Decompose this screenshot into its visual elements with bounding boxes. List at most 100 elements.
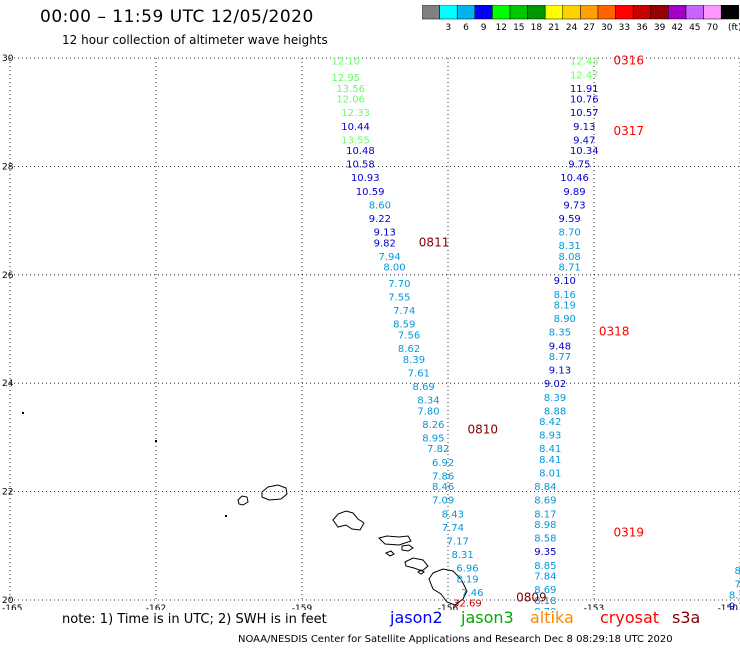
wave-height-value: 8.31 bbox=[559, 241, 581, 252]
wave-height-value: 8.88 bbox=[544, 406, 566, 417]
wave-height-value: 10.58 bbox=[346, 160, 375, 171]
legend-cryosat: cryosat bbox=[600, 608, 660, 627]
wave-height-value: 8.31 bbox=[451, 550, 473, 561]
wave-height-value: 7.09 bbox=[432, 496, 454, 507]
color-scale-label: 27 bbox=[583, 23, 594, 33]
wave-height-value: 8.70 bbox=[559, 227, 581, 238]
color-scale-label: 12 bbox=[495, 23, 506, 33]
wave-height-value: 10.48 bbox=[346, 146, 375, 157]
wave-height-value: 8.41 bbox=[539, 455, 561, 466]
wave-height-value: 8.6 bbox=[734, 566, 740, 577]
wave-height-value: 8.41 bbox=[539, 444, 561, 455]
wave-height-value: 8.62 bbox=[398, 344, 420, 355]
wave-height-value: 32.69 bbox=[453, 599, 482, 610]
y-tick-label: 20 bbox=[2, 596, 14, 606]
legend-s3a: s3a bbox=[672, 608, 701, 627]
wave-height-value: 10.34 bbox=[570, 146, 599, 157]
legend-jason2: jason2 bbox=[390, 608, 443, 627]
wave-height-value: 9.73 bbox=[563, 200, 585, 211]
y-tick-label: 30 bbox=[2, 54, 14, 64]
color-scale-label: 15 bbox=[513, 23, 524, 33]
wave-height-value: 7.74 bbox=[442, 523, 464, 534]
wave-height-map: -165 -162 -159 -156 -153 -150 20 22 24 26 28 30 12.1… bbox=[2, 54, 740, 610]
color-swatch bbox=[720, 5, 740, 20]
wave-height-value: 7.61 bbox=[408, 368, 430, 379]
wave-height-value: 9.22 bbox=[369, 214, 391, 225]
island-outline bbox=[384, 550, 395, 557]
wave-height-value: 7.17 bbox=[447, 536, 469, 547]
island-outline bbox=[428, 568, 468, 606]
wave-height-value: 9.14 bbox=[729, 601, 740, 610]
page-title: 00:00 – 11:59 UTC 12/05/2020 bbox=[40, 7, 314, 27]
wave-height-value: 9.02 bbox=[544, 379, 566, 390]
wave-height-value: 12.10 bbox=[331, 57, 360, 68]
wave-height-value: 8.98 bbox=[534, 520, 556, 531]
wave-height-value: 12.33 bbox=[341, 108, 370, 119]
wave-height-value: 8.59 bbox=[393, 320, 415, 331]
pass-time-label: 0318 bbox=[599, 325, 630, 339]
wave-height-value: 7.80 bbox=[417, 406, 439, 417]
wave-height-value: 8.00 bbox=[383, 263, 405, 274]
wave-height-value: 7.4 bbox=[734, 580, 740, 591]
color-scale-unit: (ft) bbox=[728, 23, 740, 33]
wave-height-value: 8.19 bbox=[554, 301, 576, 312]
islet bbox=[22, 412, 24, 414]
wave-height-value: 8.26 bbox=[422, 420, 444, 431]
credit-line: NOAA/NESDIS Center for Satellite Applica… bbox=[238, 634, 673, 645]
color-scale-label: 33 bbox=[619, 23, 630, 33]
wave-height-value: 9.10 bbox=[554, 276, 576, 287]
wave-height-value: 9.89 bbox=[563, 187, 585, 198]
wave-height-value: 12.06 bbox=[336, 95, 365, 106]
wave-height-value: 12.95 bbox=[331, 73, 360, 84]
color-scale-label: 45 bbox=[689, 23, 700, 33]
pass-time-label: 0811 bbox=[419, 235, 450, 249]
pass-time-label: 0316 bbox=[613, 54, 644, 68]
wave-height-value: 8.16 bbox=[554, 290, 576, 301]
wave-height-value: 8.39 bbox=[403, 355, 425, 366]
wave-height-value: 9.48 bbox=[549, 341, 571, 352]
wave-height-value: 10.44 bbox=[341, 122, 370, 133]
wave-height-value: 7.74 bbox=[393, 306, 415, 317]
wave-height-value: 12.47 bbox=[570, 70, 599, 81]
wave-height-value: 8.15 bbox=[729, 591, 740, 602]
wave-height-value: 9.13 bbox=[374, 227, 396, 238]
wave-height-value: 8.58 bbox=[534, 534, 556, 545]
wave-height-value: 9.47 bbox=[573, 135, 595, 146]
wave-height-value: 8.35 bbox=[549, 328, 571, 339]
wave-height-value: 8.69 bbox=[413, 382, 435, 393]
wave-height-value: 8.08 bbox=[559, 252, 581, 263]
x-tick-label: -159 bbox=[292, 604, 313, 610]
wave-height-value: 9.59 bbox=[559, 214, 581, 225]
wave-height-value: 7.86 bbox=[432, 471, 454, 482]
wave-height-value: 7.56 bbox=[398, 330, 420, 341]
wave-height-value: 6.96 bbox=[456, 563, 478, 574]
wave-height-value: 8.60 bbox=[369, 200, 391, 211]
wave-height-value: 10.46 bbox=[560, 173, 589, 184]
color-scale-label: 70 bbox=[707, 23, 719, 33]
wave-height-value: 7.46 bbox=[461, 588, 483, 599]
wave-height-value: 8.42 bbox=[539, 417, 561, 428]
color-scale-label: 6 bbox=[463, 23, 469, 33]
wave-height-value: 8.77 bbox=[549, 352, 571, 363]
wave-height-value: 8.17 bbox=[534, 509, 556, 520]
wave-height-value: 10.93 bbox=[351, 173, 380, 184]
islet bbox=[155, 440, 157, 442]
wave-height-value: 7.94 bbox=[378, 252, 400, 263]
island-outline bbox=[417, 569, 425, 575]
color-scale-label: 24 bbox=[566, 23, 578, 33]
wave-height-value: 8.70 bbox=[534, 607, 556, 610]
wave-height-value: 8.95 bbox=[422, 433, 444, 444]
page-subtitle: 12 hour collection of altimeter wave hei… bbox=[62, 33, 328, 47]
pass-time-label: 0810 bbox=[467, 422, 498, 436]
wave-height-value: 8.46 bbox=[432, 482, 454, 493]
wave-height-value: 11.91 bbox=[570, 84, 599, 95]
wave-height-value: 7.82 bbox=[427, 444, 449, 455]
legend-altika: altika bbox=[530, 608, 574, 627]
x-tick-label: -150 bbox=[718, 604, 739, 610]
color-scale-label: 30 bbox=[601, 23, 613, 33]
wave-height-value: 7.84 bbox=[534, 572, 556, 583]
y-tick-label: 22 bbox=[2, 488, 13, 498]
wave-height-value: 8.85 bbox=[534, 561, 556, 572]
wave-height-value: 8.93 bbox=[539, 431, 561, 442]
